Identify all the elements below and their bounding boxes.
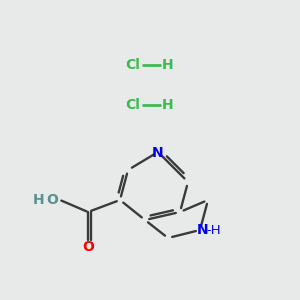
Text: O: O (46, 193, 58, 207)
Text: H: H (162, 98, 174, 112)
Text: Cl: Cl (126, 58, 140, 72)
Text: Cl: Cl (126, 98, 140, 112)
Text: N: N (197, 223, 209, 237)
Text: H: H (162, 58, 174, 72)
Text: -H: -H (207, 224, 221, 236)
Text: O: O (82, 240, 94, 254)
Text: N: N (152, 146, 164, 160)
Text: H: H (33, 193, 45, 207)
